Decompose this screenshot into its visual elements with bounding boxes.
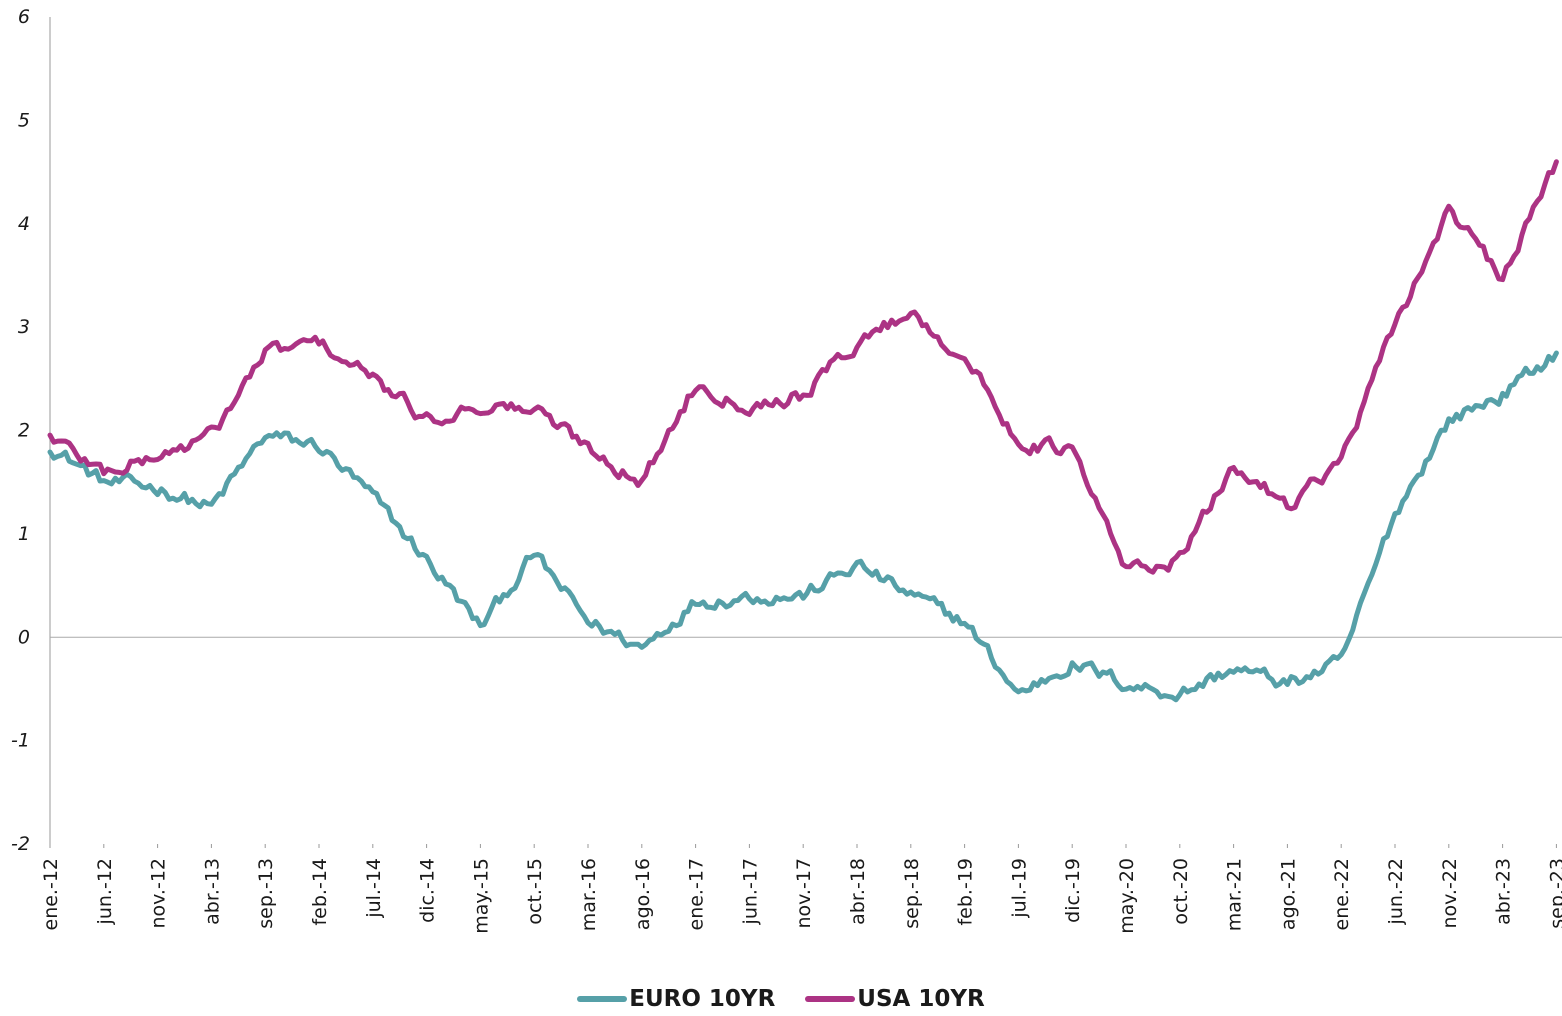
x-tick-label: mar.-16 xyxy=(578,858,600,931)
x-tick-label: nov.-12 xyxy=(148,858,170,929)
y-tick-label: -1 xyxy=(11,730,30,752)
x-tick-label: sep.-18 xyxy=(901,858,923,929)
y-tick-label: 0 xyxy=(18,626,30,648)
x-tick-label: feb.-14 xyxy=(309,858,331,926)
y-tick-label: 1 xyxy=(18,523,30,545)
x-tick-label: may.-15 xyxy=(470,858,492,934)
x-tick-label: ene.-22 xyxy=(1331,858,1353,931)
y-tick-label: 6 xyxy=(18,6,30,28)
x-tick-label: sep.-23 xyxy=(1546,858,1562,929)
x-tick-label: jul.-19 xyxy=(1008,858,1030,919)
y-tick-label: 3 xyxy=(18,316,30,338)
series-lines xyxy=(47,159,1559,703)
series-line-euro xyxy=(47,350,1559,703)
series-line-usa xyxy=(47,159,1559,575)
x-tick-label: oct.-15 xyxy=(524,858,546,925)
legend-item-euro: EURO 10YR xyxy=(577,986,775,1012)
x-tick-label: feb.-19 xyxy=(955,858,977,926)
x-tick-label: abr.-23 xyxy=(1493,858,1515,925)
x-tick-label: dic.-19 xyxy=(1062,858,1084,923)
y-tick-label: 5 xyxy=(18,109,30,131)
x-tick-label: ago.-21 xyxy=(1277,858,1299,930)
legend-label-usa: USA 10YR xyxy=(857,986,985,1012)
x-tick-label: ene.-12 xyxy=(40,858,62,931)
x-tick-label: sep.-13 xyxy=(255,858,277,929)
x-tick-label: mar.-21 xyxy=(1224,858,1246,931)
x-tick-label: oct.-20 xyxy=(1170,858,1192,925)
x-tick-label: jun.-17 xyxy=(739,858,761,925)
y-axis: 6 5 4 3 2 1 0 -1 -2 xyxy=(11,6,1562,855)
legend-swatch-euro xyxy=(577,996,628,1002)
x-tick-label: jun.-22 xyxy=(1385,858,1407,925)
x-tick-label: jul.-14 xyxy=(363,858,385,919)
legend: EURO 10YR USA 10YR xyxy=(0,986,1562,1012)
x-tick-label: ene.-17 xyxy=(686,858,708,931)
y-tick-label: -2 xyxy=(11,833,30,855)
legend-swatch-usa xyxy=(805,996,856,1002)
legend-item-usa: USA 10YR xyxy=(805,986,985,1012)
x-tick-label: nov.-22 xyxy=(1439,858,1461,929)
legend-label-euro: EURO 10YR xyxy=(629,986,776,1012)
y-tick-label: 2 xyxy=(18,420,30,442)
x-axis: ene.-12 jun.-12 nov.-12 abr.-13 sep.-13 feb.-… xyxy=(40,844,1562,934)
y-tick-label: 4 xyxy=(18,213,30,235)
x-tick-label: jun.-12 xyxy=(94,858,116,925)
x-tick-label: abr.-18 xyxy=(847,858,869,925)
x-tick-label: nov.-17 xyxy=(793,858,815,929)
x-tick-label: dic.-14 xyxy=(417,858,439,923)
x-tick-label: may.-20 xyxy=(1116,858,1138,934)
x-tick-label: ago.-16 xyxy=(632,858,654,930)
x-tick-label: abr.-13 xyxy=(201,858,223,925)
